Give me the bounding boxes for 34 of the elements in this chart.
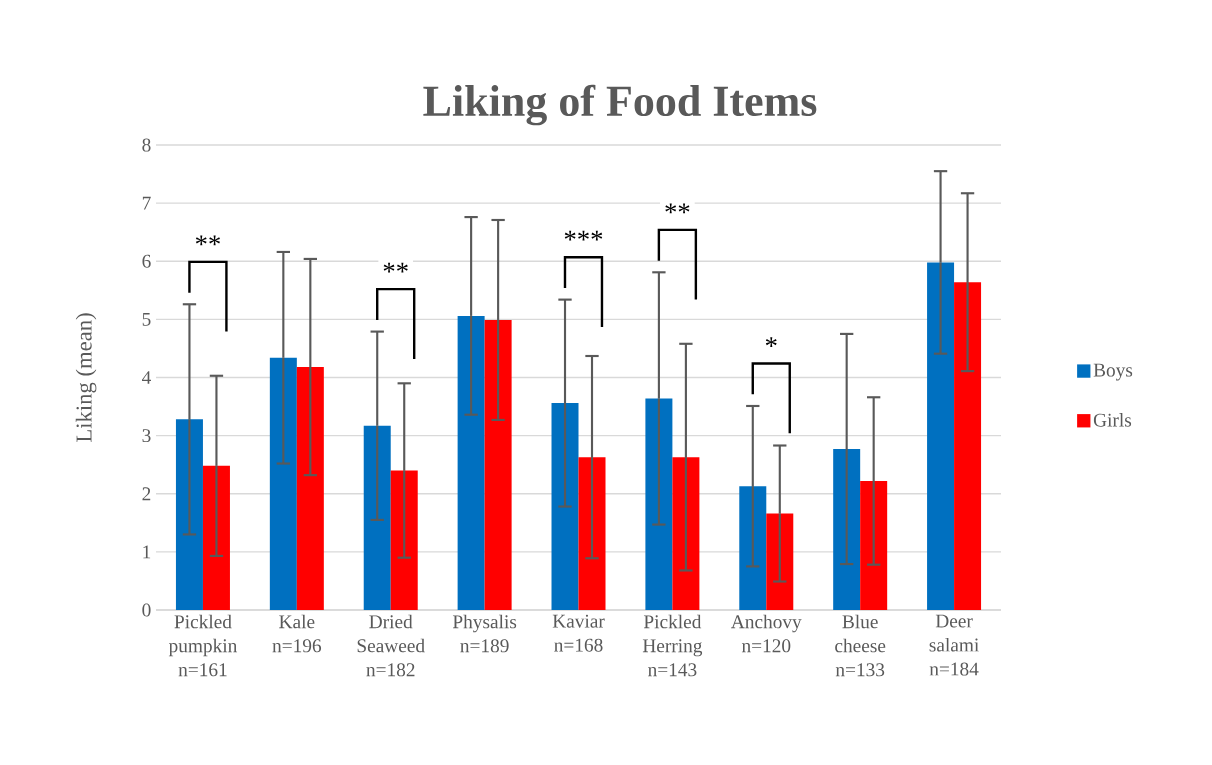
x-tick-label: Pickled pumpkin n=161 (168, 614, 238, 677)
x-tick-label: Anchovy n=120 (731, 614, 802, 653)
bar (457, 315, 485, 610)
y-tick-label: 6 (142, 254, 151, 268)
bar (296, 367, 324, 610)
legend-label: Girls (1093, 413, 1132, 427)
y-tick-label: 2 (142, 487, 151, 501)
bar (551, 403, 579, 610)
y-tick-label: 0 (142, 603, 151, 617)
bar (927, 262, 955, 610)
legend-label: Boys (1093, 363, 1133, 381)
y-tick-label: 5 (142, 312, 151, 326)
bar (269, 357, 297, 610)
bar (954, 282, 982, 610)
x-tick-label: Kaviar n=168 (552, 614, 605, 652)
y-axis-title: Liking (mean) (75, 313, 97, 442)
chart-title: Liking of Food Items (423, 84, 817, 126)
y-tick-label: 7 (142, 196, 151, 210)
annotation: *** (564, 230, 603, 241)
x-tick-label: Blue cheese n=133 (835, 614, 886, 677)
y-tick-label: 8 (142, 138, 151, 152)
y-tick-label: 4 (142, 371, 151, 384)
x-tick-label: Deer salami n=184 (929, 614, 979, 676)
x-tick-label: Pickled Herring n=143 (642, 614, 703, 677)
annotation: ** (383, 262, 408, 273)
y-tick-label: 3 (142, 429, 151, 443)
annotation: * (765, 337, 777, 347)
annotation: ** (665, 203, 690, 214)
x-tick-label: Dried Seaweed n=182 (357, 614, 425, 677)
y-tick-label: 1 (143, 545, 151, 559)
annotation: ** (195, 235, 220, 246)
bar (484, 319, 512, 610)
x-tick-label: Kale n=196 (272, 614, 322, 653)
x-tick-label: Physalis n=189 (452, 614, 517, 653)
